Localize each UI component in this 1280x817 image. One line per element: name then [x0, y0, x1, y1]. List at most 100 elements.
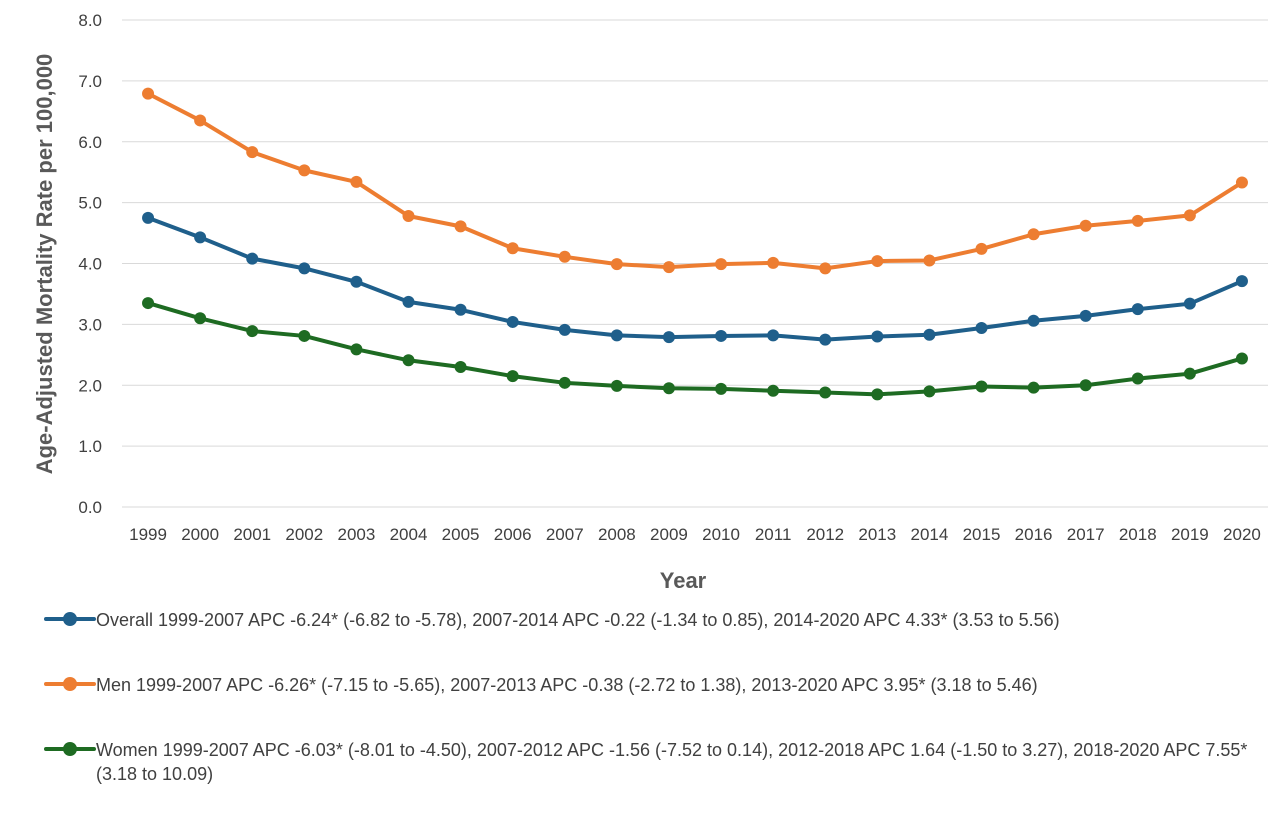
legend-marker-women [44, 738, 96, 760]
data-point-women [767, 384, 780, 397]
data-point-overall [454, 303, 467, 316]
data-point-overall [975, 322, 988, 335]
data-point-men [350, 175, 363, 188]
x-tick-label: 2020 [1223, 525, 1261, 544]
data-point-women [454, 360, 467, 373]
data-point-men [819, 262, 832, 275]
y-axis-title: Age-Adjusted Mortality Rate per 100,000 [32, 54, 57, 475]
data-point-women [1079, 379, 1092, 392]
data-point-women [402, 354, 415, 367]
data-point-women [1235, 352, 1248, 365]
y-tick-label: 6.0 [78, 133, 102, 152]
data-point-men [1079, 219, 1092, 232]
x-tick-label: 2019 [1171, 525, 1209, 544]
series-line-overall [146, 215, 1244, 342]
data-point-overall [1027, 314, 1040, 327]
data-point-women [194, 312, 207, 325]
legend-item-women: Women 1999-2007 APC -6.03* (-8.01 to -4.… [44, 738, 1274, 786]
data-point-women [298, 329, 311, 342]
data-point-women [923, 385, 936, 398]
x-tick-label: 2015 [963, 525, 1001, 544]
x-tick-label: 2000 [181, 525, 219, 544]
data-point-women [975, 380, 988, 393]
y-tick-label: 0.0 [78, 498, 102, 517]
data-point-women [715, 382, 728, 395]
data-point-men [298, 164, 311, 177]
data-point-overall [871, 330, 884, 343]
data-point-overall [298, 262, 311, 275]
data-point-overall [715, 329, 728, 342]
data-point-men [662, 261, 675, 274]
data-point-women [350, 343, 363, 356]
data-point-men [506, 242, 519, 255]
data-point-overall [142, 211, 155, 224]
data-point-women [662, 382, 675, 395]
data-point-women [1027, 381, 1040, 394]
data-point-men [610, 258, 623, 271]
x-tick-label: 2004 [390, 525, 428, 544]
data-point-overall [662, 331, 675, 344]
x-tick-label: 2009 [650, 525, 688, 544]
data-point-overall [819, 333, 832, 346]
series-group [142, 87, 1248, 401]
data-point-men [1027, 228, 1040, 241]
x-tick-label: 2001 [233, 525, 271, 544]
legend-marker-men [44, 673, 96, 695]
data-point-overall [402, 295, 415, 308]
data-point-women [1131, 372, 1144, 385]
data-point-men [923, 254, 936, 267]
data-point-men [767, 256, 780, 269]
x-axis-title: Year [660, 568, 707, 593]
data-point-women [1183, 367, 1196, 380]
x-tick-label: 2011 [755, 525, 792, 544]
x-tick-label: 2003 [337, 525, 375, 544]
data-point-men [1131, 214, 1144, 227]
legend-item-men: Men 1999-2007 APC -6.26* (-7.15 to -5.65… [44, 673, 1274, 697]
y-tick-label: 2.0 [78, 376, 102, 395]
x-tick-label: 2007 [546, 525, 584, 544]
x-tick-label: 2005 [442, 525, 480, 544]
data-point-men [871, 255, 884, 268]
legend-marker-overall [44, 608, 96, 630]
data-point-overall [558, 323, 571, 336]
x-tick-label: 2013 [858, 525, 896, 544]
y-tick-label: 5.0 [78, 194, 102, 213]
x-tick-label: 2016 [1015, 525, 1053, 544]
data-point-overall [1131, 303, 1144, 316]
data-point-men [142, 87, 155, 100]
legend-label-overall: Overall 1999-2007 APC -6.24* (-6.82 to -… [96, 610, 1060, 630]
data-point-overall [923, 328, 936, 341]
y-tick-label: 8.0 [78, 11, 102, 30]
legend-item-overall: Overall 1999-2007 APC -6.24* (-6.82 to -… [44, 608, 1274, 632]
data-point-overall [350, 275, 363, 288]
x-tick-label: 1999 [129, 525, 167, 544]
data-point-overall [506, 315, 519, 328]
y-tick-label: 1.0 [78, 437, 102, 456]
data-point-overall [767, 329, 780, 342]
data-point-women [558, 376, 571, 389]
data-point-women [819, 386, 832, 399]
data-point-women [142, 297, 155, 310]
y-tick-label: 3.0 [78, 315, 102, 334]
gridlines [122, 19, 1268, 508]
line-chart: 0.0 1.0 2.0 3.0 4.0 5.0 6.0 7.0 8.0 1999 2000 2001… [32, 11, 1268, 593]
data-point-overall [1183, 297, 1196, 310]
x-tick-label: 2008 [598, 525, 636, 544]
x-tick-label: 2002 [285, 525, 323, 544]
data-point-men [194, 114, 207, 127]
data-point-overall [194, 231, 207, 244]
data-point-men [402, 210, 415, 223]
y-tick-label: 4.0 [78, 255, 102, 274]
data-point-women [246, 325, 259, 338]
y-axis-ticks: 0.0 1.0 2.0 3.0 4.0 5.0 6.0 7.0 8.0 [78, 11, 102, 517]
x-tick-label: 2006 [494, 525, 532, 544]
x-tick-label: 2010 [702, 525, 740, 544]
data-point-men [975, 242, 988, 255]
legend-label-women: Women 1999-2007 APC -6.03* (-8.01 to -4.… [96, 740, 1248, 784]
data-point-men [715, 258, 728, 271]
data-point-men [1183, 209, 1196, 222]
x-tick-label: 2012 [806, 525, 844, 544]
data-point-men [558, 250, 571, 263]
legend-label-men: Men 1999-2007 APC -6.26* (-7.15 to -5.65… [96, 675, 1038, 695]
data-point-overall [610, 329, 623, 342]
